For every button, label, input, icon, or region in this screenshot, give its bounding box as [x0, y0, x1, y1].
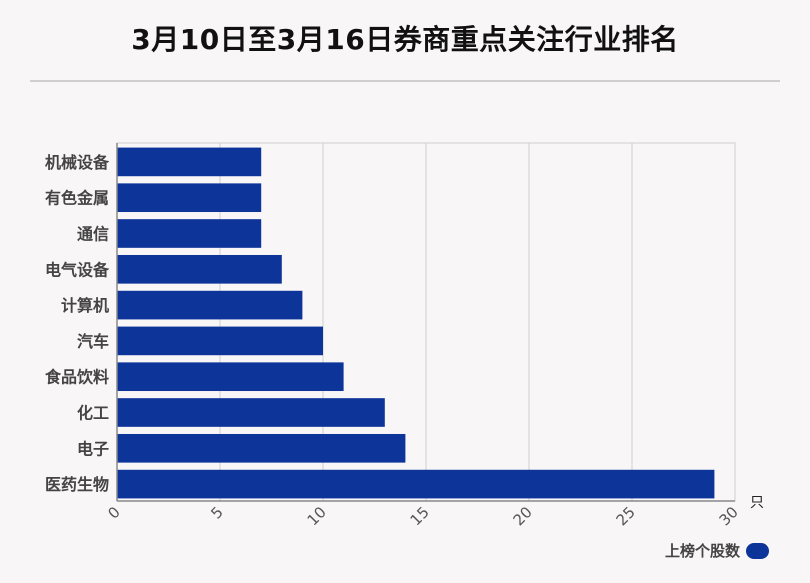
category-label: 机械设备	[45, 153, 110, 172]
bar-10	[117, 469, 715, 499]
bar-6	[117, 326, 323, 356]
x-tick-label: 5	[207, 503, 226, 522]
legend: 上榜个股数	[665, 540, 769, 561]
category-label: 有色金属	[45, 189, 109, 208]
category-label: 食品饮料	[44, 368, 109, 387]
category-label: 医药生物	[45, 475, 109, 494]
x-tick-label: 30	[716, 503, 742, 529]
x-tick-label: 25	[613, 503, 639, 529]
x-unit-label: 只	[750, 495, 764, 511]
bar-2	[117, 183, 262, 213]
category-label: 电气设备	[45, 260, 110, 279]
category-label: 化工	[77, 404, 109, 423]
x-tick-label: 0	[104, 503, 123, 522]
legend-swatch	[746, 542, 769, 559]
bar-4	[117, 254, 282, 284]
chart-title: 3月10日至3月16日券商重点关注行业排名	[131, 23, 679, 56]
bar-3	[117, 219, 262, 248]
bar-5	[117, 290, 303, 320]
category-label: 计算机	[61, 296, 109, 315]
legend-label: 上榜个股数	[664, 542, 740, 560]
category-label: 汽车	[77, 332, 109, 351]
bar-7	[117, 362, 344, 392]
category-label: 电子	[77, 439, 109, 458]
x-tick-label: 20	[510, 503, 536, 529]
category-label: 通信	[77, 225, 109, 244]
x-tick-label: 10	[304, 503, 330, 529]
x-tick-label: 15	[407, 503, 433, 529]
bar-8	[117, 398, 385, 427]
bar-9	[117, 433, 406, 463]
bar-1	[117, 147, 262, 177]
title-divider	[30, 80, 780, 82]
